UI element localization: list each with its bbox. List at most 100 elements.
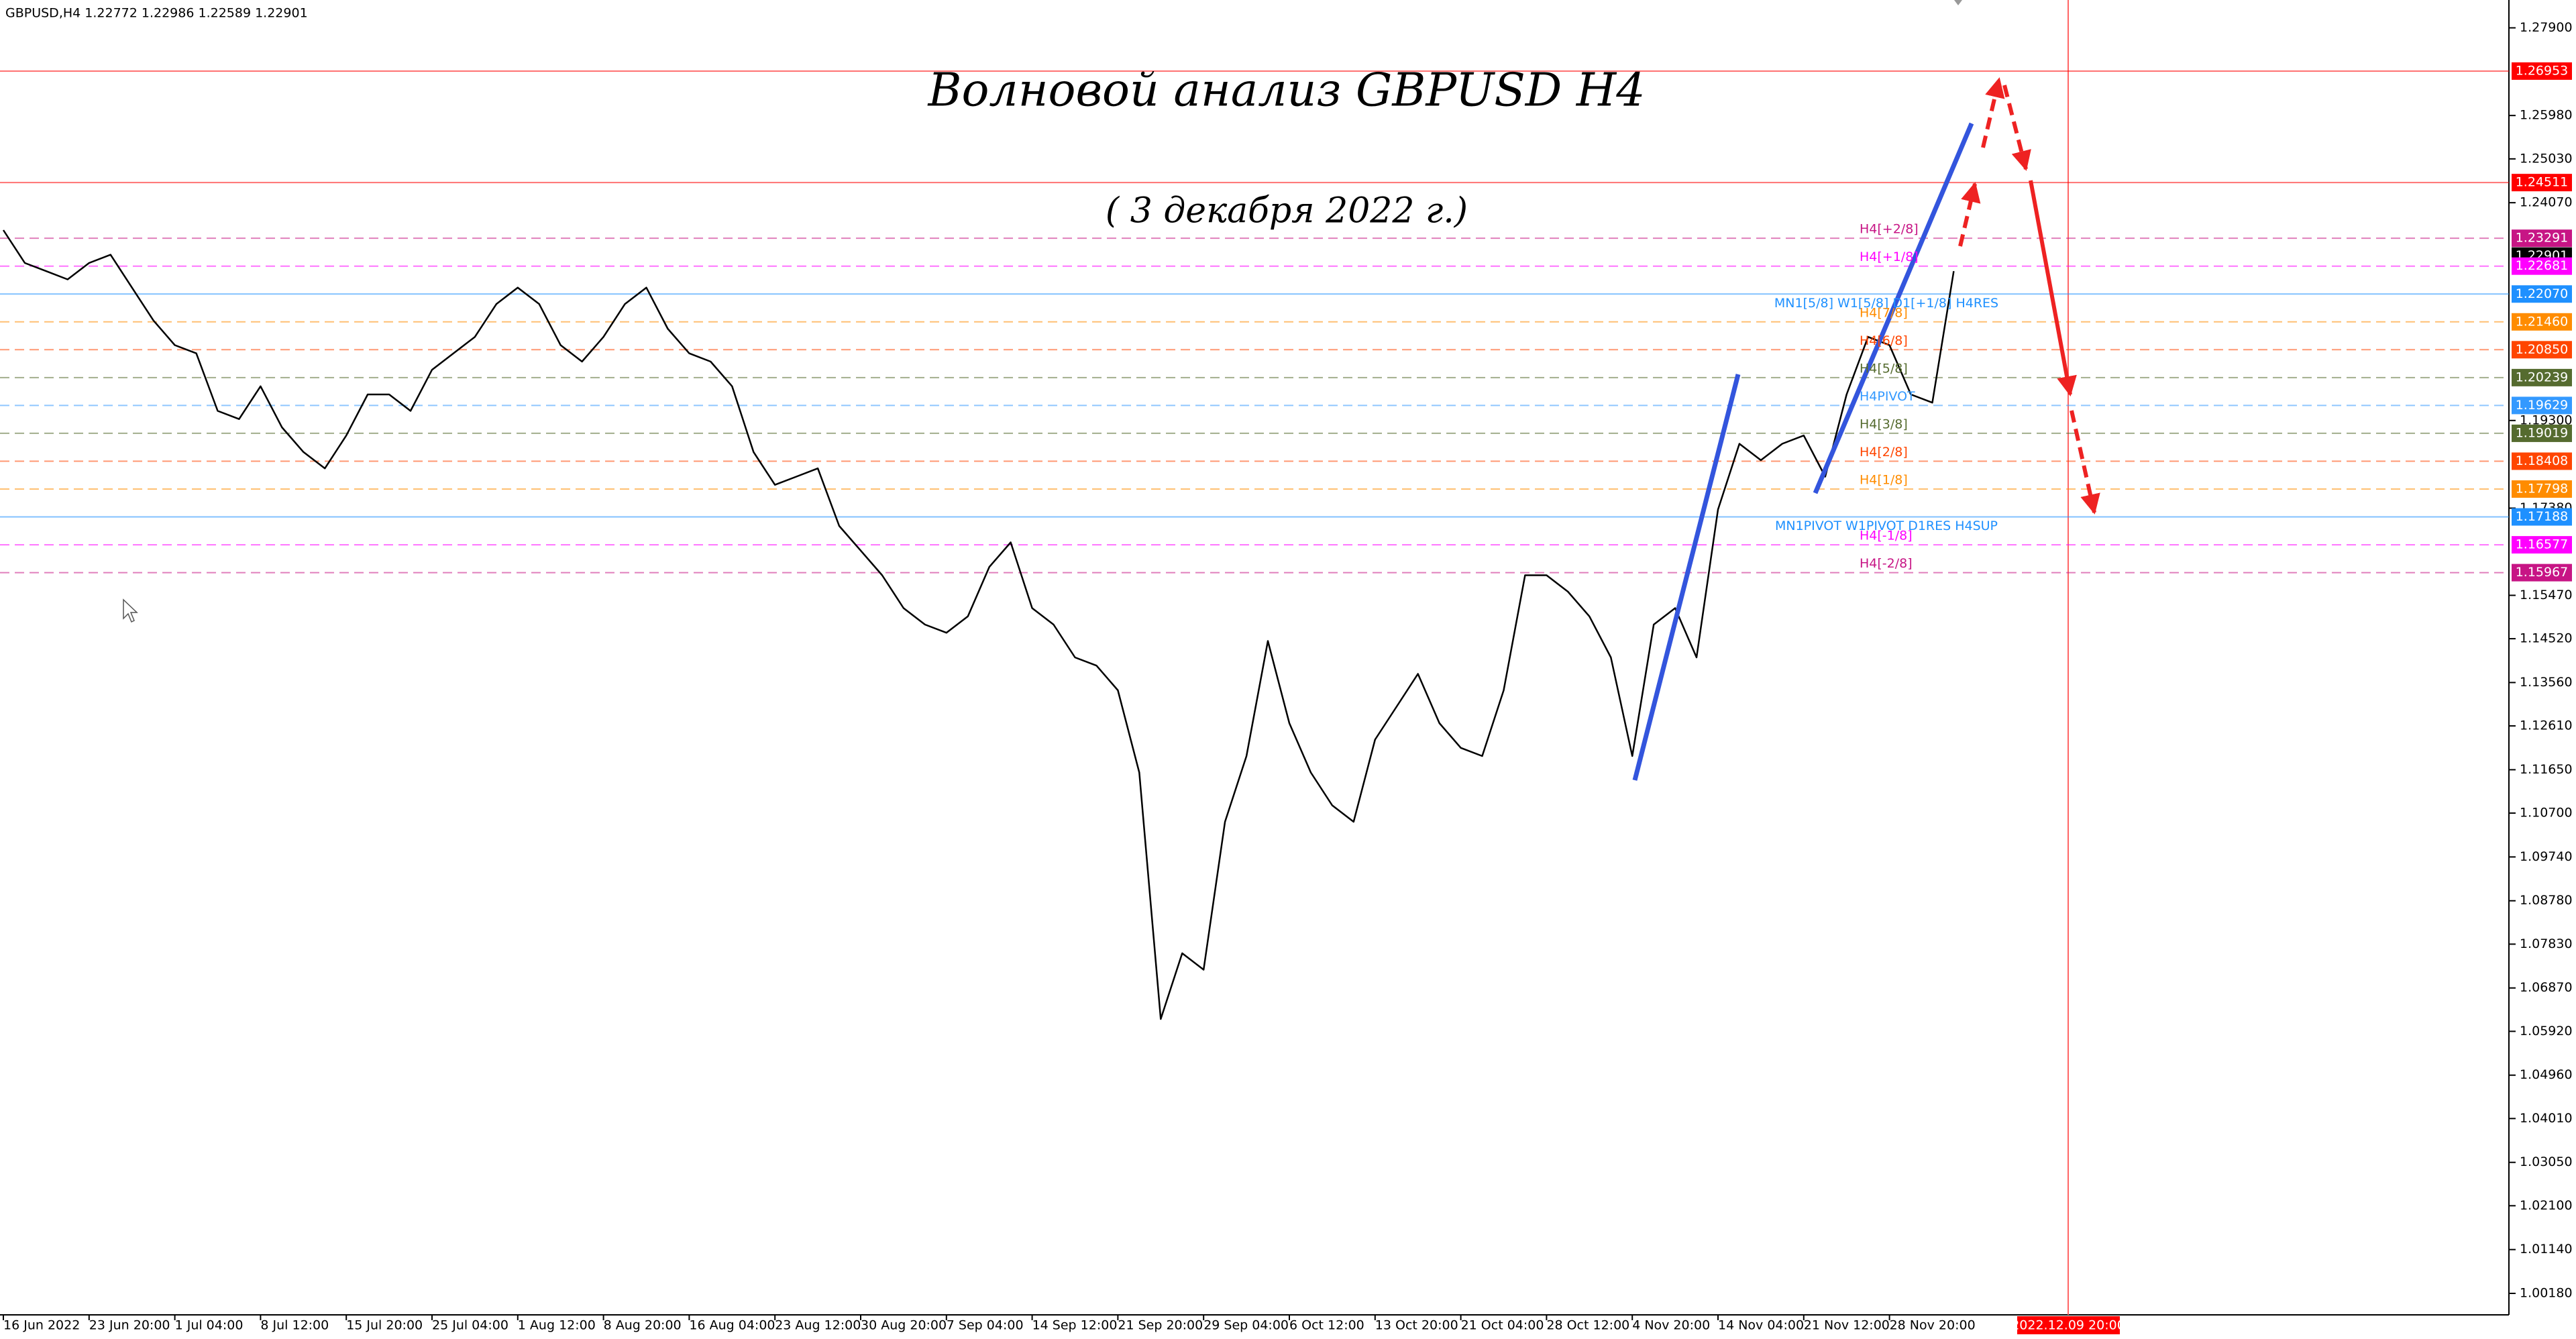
level-note: MN1[5/8] W1[5/8] D1[+1/8] H4RES	[1774, 296, 1998, 311]
mouse-cursor	[123, 598, 138, 623]
price-tag	[2512, 62, 2572, 80]
x-tick-label: 28 Nov 20:00	[1890, 1318, 1976, 1333]
price-tag-label: 1.22070	[2516, 286, 2569, 301]
price-tag-label: 1.19629	[2516, 398, 2569, 413]
x-tick-label: 1 Aug 12:00	[518, 1318, 596, 1333]
price-tag-label: 1.17798	[2516, 482, 2569, 496]
x-tick-label: 14 Sep 12:00	[1032, 1318, 1118, 1333]
price-tag-label: 1.20239	[2516, 370, 2569, 384]
price-tag	[2512, 174, 2572, 192]
forecast-arrow	[2029, 180, 2077, 396]
y-tick-label: 1.01140	[2520, 1242, 2573, 1256]
price-tag-label: 1.21460	[2516, 314, 2569, 329]
forecast-arrow	[2002, 85, 2031, 171]
x-tick-label: 23 Aug 12:00	[775, 1318, 861, 1333]
y-tick-label: 1.14520	[2520, 631, 2573, 646]
x-tick-label: 1 Jul 04:00	[175, 1318, 244, 1333]
y-tick-label: 1.09740	[2520, 849, 2573, 864]
y-tick-label: 1.10700	[2520, 806, 2573, 820]
price-tag	[2512, 313, 2572, 331]
price-tag	[2512, 229, 2572, 248]
wave-line	[1632, 374, 1741, 781]
level-note: H4[3/8]	[1860, 417, 1908, 431]
y-tick-label: 1.19300	[2520, 413, 2573, 427]
x-tick-label: 4 Nov 20:00	[1632, 1318, 1710, 1333]
price-tag-label: 1.24511	[2516, 175, 2569, 190]
price-tag-label: 1.16577	[2516, 537, 2569, 552]
x-tick-label: 8 Jul 12:00	[260, 1318, 329, 1333]
y-tick-label: 1.08780	[2520, 893, 2573, 908]
y-tick-label: 1.03050	[2520, 1155, 2573, 1169]
x-tick-label: 21 Nov 12:00	[1804, 1318, 1890, 1333]
x-tick-label: 6 Oct 12:00	[1289, 1318, 1364, 1333]
wave-line	[1813, 122, 1974, 494]
chart-subtitle: ( 3 декабря 2022 г.)	[1106, 191, 1468, 231]
levels	[0, 70, 2509, 574]
y-tick-label: 1.11650	[2520, 762, 2573, 777]
forecast-arrow	[2070, 410, 2100, 515]
forecast-arrow	[1958, 182, 1981, 247]
x-tick-label: 13 Oct 20:00	[1375, 1318, 1458, 1333]
y-tick-label: 1.00180	[2520, 1286, 2573, 1301]
y-tick-label: 1.24070	[2520, 195, 2573, 210]
price-tag	[2512, 285, 2572, 303]
x-tick-label: 16 Aug 04:00	[689, 1318, 775, 1333]
x-tick-label: 29 Sep 04:00	[1203, 1318, 1289, 1333]
price-tag	[2512, 452, 2572, 470]
level-note: H4[2/8]	[1860, 445, 1908, 460]
level-note: H4[7/8]	[1860, 305, 1908, 320]
level-note: MN1PIVOT W1PIVOT D1RES H4SUP	[1775, 519, 1998, 533]
cursor-time-label: 2022.12.09 20:00	[2011, 1318, 2125, 1333]
y-tick-label: 1.06870	[2520, 980, 2573, 995]
y-tick-label: 1.13560	[2520, 675, 2573, 690]
price-tag	[2512, 257, 2572, 275]
series	[2, 229, 1955, 1020]
x-tick-label: 15 Jul 20:00	[346, 1318, 423, 1333]
price-tag	[2512, 508, 2572, 526]
level-note: H4[1/8]	[1860, 473, 1908, 488]
price-tag-label: 1.19019	[2516, 425, 2569, 440]
price-tag	[2512, 424, 2572, 442]
x-tick-label: 21 Oct 04:00	[1461, 1318, 1544, 1333]
price-tag-label: 1.18408	[2516, 453, 2569, 468]
level-note: H4[-2/8]	[1860, 556, 1913, 571]
price-line	[2, 229, 1955, 1020]
price-tag	[2512, 480, 2572, 498]
level-note: H4[6/8]	[1860, 333, 1908, 348]
price-tag	[2512, 536, 2572, 554]
price-tag-label: 1.23291	[2516, 231, 2569, 246]
y-tick-label: 1.12610	[2520, 718, 2573, 733]
price-tag	[2512, 564, 2572, 582]
level-note: H4[+2/8]	[1860, 222, 1919, 237]
y-tick-label: 1.25030	[2520, 151, 2573, 166]
forecast-arrow	[1981, 77, 2005, 148]
level-note: H4[5/8]	[1860, 361, 1908, 376]
level-note: H4[+1/8]	[1860, 250, 1919, 264]
price-tag-label: 1.20850	[2516, 342, 2569, 357]
x-tick-label: 30 Aug 20:00	[861, 1318, 947, 1333]
y-tick-label: 1.04960	[2520, 1067, 2573, 1082]
x-tick-label: 14 Nov 04:00	[1718, 1318, 1804, 1333]
y-tick-label: 1.25980	[2520, 108, 2573, 123]
x-tick-label: 21 Sep 20:00	[1118, 1318, 1203, 1333]
price-tag-label: 1.17188	[2516, 509, 2569, 524]
chart-title: Волновой анализ GBPUSD H4	[927, 64, 1646, 117]
y-tick-label: 1.15470	[2520, 588, 2573, 602]
price-tag-label: 1.22681	[2516, 258, 2569, 273]
price-tag-label: 1.15967	[2516, 565, 2569, 580]
x-tick-label: 7 Sep 04:00	[947, 1318, 1024, 1333]
x-tick-label: 16 Jun 2022	[3, 1318, 80, 1333]
level-note: H4[-1/8]	[1860, 529, 1913, 543]
y-tick-label: 1.05920	[2520, 1024, 2573, 1038]
chart-header: GBPUSD,H4 1.22772 1.22986 1.22589 1.2290…	[5, 6, 308, 21]
y-tick-label: 1.27900	[2520, 20, 2573, 35]
price-tag-label: 1.26953	[2516, 63, 2569, 78]
shift-marker	[1954, 0, 1962, 5]
x-tick-label: 8 Aug 20:00	[604, 1318, 682, 1333]
x-tick-label: 23 Jun 20:00	[89, 1318, 170, 1333]
y-tick-label: 1.07830	[2520, 936, 2573, 951]
x-tick-label: 28 Oct 12:00	[1546, 1318, 1629, 1333]
price-tag	[2512, 341, 2572, 359]
